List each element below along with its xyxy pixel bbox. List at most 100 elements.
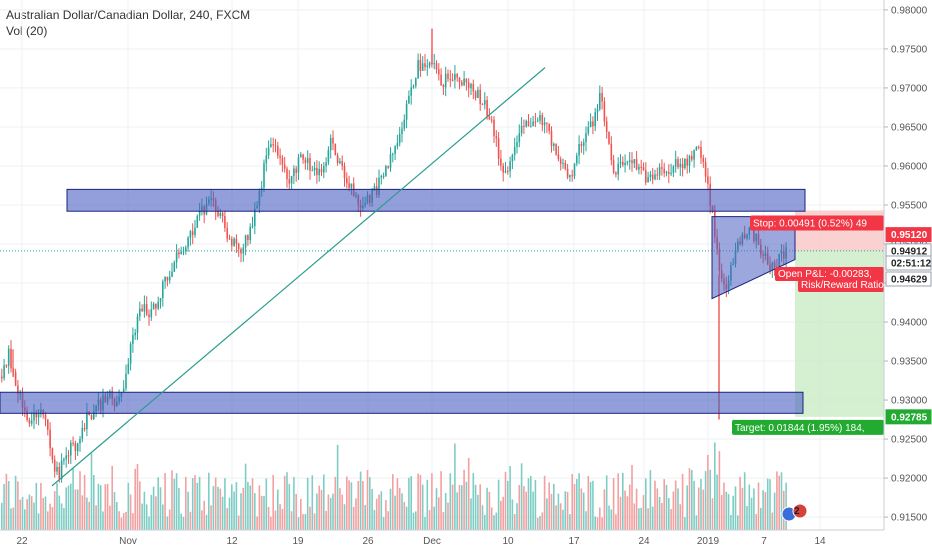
candle-body	[601, 93, 603, 102]
volume-bar	[24, 509, 26, 530]
candle-body	[332, 137, 334, 144]
volume-bar	[580, 488, 583, 530]
flag-count: 2	[794, 506, 800, 517]
volume-bar	[136, 463, 139, 530]
candle-body	[451, 79, 454, 81]
volume-bar	[42, 497, 44, 530]
candle-body	[323, 166, 325, 173]
candle-body	[341, 161, 343, 166]
volume-bar	[741, 487, 744, 530]
volume-bar	[536, 517, 539, 530]
volume-bar	[615, 514, 617, 530]
volume-bar	[415, 511, 417, 530]
volume-bar	[753, 488, 755, 530]
candle-body	[500, 158, 502, 166]
open-pnl-label-bg	[775, 267, 884, 281]
volume-bar	[447, 502, 449, 530]
volume-bar	[550, 493, 553, 530]
volume-bar	[748, 484, 751, 530]
candle-body	[327, 150, 330, 163]
volume-bar	[191, 478, 194, 530]
volume-bar	[555, 505, 557, 530]
volume-bar	[277, 489, 279, 530]
volume-bar	[679, 504, 682, 530]
candle-body	[412, 85, 415, 88]
time-axis-bg	[0, 530, 932, 550]
volume-bars	[1, 442, 787, 530]
volume-bar	[111, 465, 113, 530]
volume-bar	[267, 506, 270, 530]
volume-bar	[714, 442, 716, 530]
volume-bar	[511, 499, 514, 530]
candle-body	[610, 143, 613, 161]
volume-bar	[564, 491, 567, 530]
volume-bar	[72, 468, 74, 530]
volume-bar	[12, 507, 15, 530]
candle-body	[125, 373, 127, 389]
volume-bar	[293, 476, 295, 530]
volume-bar	[362, 480, 364, 530]
volume-bar	[97, 483, 100, 530]
candle-body	[254, 208, 256, 227]
flag-icon	[792, 503, 808, 519]
candle-body	[702, 157, 705, 163]
volume-bar	[182, 516, 185, 530]
time-tick-label: 7	[761, 536, 767, 547]
volume-bar	[320, 489, 323, 530]
volume-bar	[180, 513, 182, 530]
volume-bar	[594, 516, 596, 530]
volume-bar	[405, 506, 408, 530]
volume-bar	[502, 496, 504, 530]
candle-body	[290, 175, 293, 184]
volume-bar	[451, 484, 454, 530]
candle-body	[306, 157, 309, 163]
candle-body	[235, 238, 238, 244]
volume-bar	[51, 507, 54, 530]
candle-body	[447, 73, 449, 79]
volume-bar	[364, 505, 366, 530]
candle-body	[707, 176, 709, 184]
volume-bar	[90, 453, 93, 530]
candle-body	[642, 167, 645, 171]
volume-bar	[649, 470, 652, 530]
candle-body	[527, 120, 530, 127]
candle-body	[316, 167, 318, 176]
volume-bar	[716, 474, 718, 530]
candle-body	[640, 166, 642, 168]
volume-bar	[764, 492, 767, 530]
volume-bar	[566, 491, 569, 530]
volume-bar	[366, 470, 369, 530]
volume-bar	[7, 481, 10, 530]
volume-bar	[525, 491, 527, 530]
volume-bar	[373, 510, 376, 530]
volume-bar	[442, 512, 445, 530]
time-tick-label: 10	[502, 536, 514, 547]
volume-bar	[348, 480, 350, 530]
volume-bar	[37, 513, 40, 530]
price-tag-bg	[885, 409, 932, 425]
volume-bar	[702, 489, 705, 530]
event-badge[interactable]: 2	[781, 503, 808, 522]
candle-body	[566, 168, 569, 178]
candle-body	[297, 157, 300, 173]
volume-bar	[242, 487, 245, 530]
candle-body	[93, 411, 95, 419]
volume-bar	[755, 514, 757, 530]
candle-body	[304, 159, 307, 163]
volume-bar	[750, 497, 753, 530]
volume-bar	[325, 510, 327, 530]
price-tag-label: 0.95120	[891, 230, 928, 241]
candle-body	[134, 332, 136, 336]
candle-body	[79, 438, 81, 444]
volume-bar	[235, 482, 238, 530]
volume-bar	[539, 516, 541, 530]
candle-body	[263, 163, 265, 188]
volume-bar	[576, 479, 578, 530]
volume-bar	[622, 472, 624, 530]
drawings[interactable]	[0, 67, 884, 487]
candle-body	[405, 103, 408, 120]
candle-body	[166, 276, 169, 281]
volume-bar	[214, 477, 217, 530]
volume-bar	[168, 509, 171, 530]
